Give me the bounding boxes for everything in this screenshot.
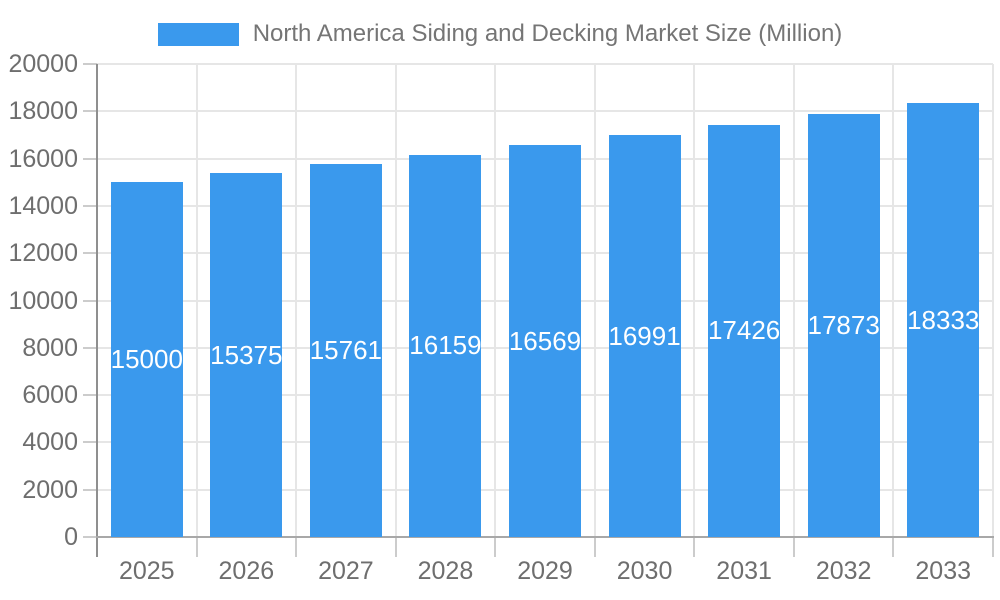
y-axis-tick — [83, 157, 97, 160]
bar-2028: 16159 — [409, 154, 482, 537]
bar-value-label: 18333 — [907, 304, 980, 335]
bar-2026: 15375 — [210, 173, 282, 537]
y-axis-tick — [83, 441, 97, 444]
x-axis-tick — [792, 537, 795, 557]
x-axis-tick — [892, 537, 895, 557]
bar-2029: 16569 — [509, 145, 581, 537]
x-axis-tick-label: 2031 — [716, 557, 772, 585]
gridline-vertical — [992, 64, 994, 537]
x-axis-tick-label: 2030 — [616, 557, 673, 585]
x-axis-tick-label: 2026 — [218, 557, 275, 585]
bar-value-label: 17426 — [707, 315, 781, 346]
gridline-vertical — [394, 64, 397, 537]
legend-item[interactable]: North America Siding and Decking Market … — [0, 20, 1000, 48]
y-axis-tick-label: 8000 — [22, 333, 78, 362]
x-axis-tick — [992, 537, 994, 557]
x-axis-tick-label: 2029 — [517, 557, 573, 585]
x-axis-tick — [394, 537, 397, 557]
y-axis-tick — [83, 536, 97, 538]
bar-2031: 17426 — [707, 124, 781, 537]
y-axis-tick-label: 20000 — [8, 50, 78, 78]
x-axis-tick — [195, 537, 198, 557]
legend-swatch — [157, 22, 239, 46]
y-axis-tick-label: 0 — [64, 523, 78, 551]
y-axis-tick-label: 6000 — [22, 381, 78, 410]
y-axis-tick — [83, 110, 97, 113]
y-axis-tick-label: 14000 — [8, 191, 78, 220]
x-axis-origin-tick — [96, 537, 98, 557]
y-axis-tick — [83, 204, 97, 207]
bar-value-label: 16159 — [409, 330, 482, 361]
y-axis-tick-label: 2000 — [22, 475, 78, 504]
y-axis-tick — [83, 346, 97, 349]
gridline-vertical — [494, 64, 497, 537]
bar-value-label: 17873 — [807, 310, 880, 341]
bar-2033: 18333 — [907, 103, 979, 537]
x-axis-tick-label: 2028 — [417, 557, 474, 585]
gridline-vertical — [693, 64, 696, 537]
x-axis-tick-label: 2032 — [815, 557, 872, 585]
y-axis-tick — [83, 299, 97, 302]
y-axis-tick-label: 18000 — [8, 97, 78, 126]
x-axis-tick-label: 2033 — [915, 557, 972, 585]
y-axis-tick — [83, 252, 97, 255]
legend-label: North America Siding and Decking Market … — [252, 20, 843, 47]
gridline-vertical — [195, 64, 198, 537]
x-axis-tick — [593, 537, 596, 557]
gridline-horizontal — [97, 110, 993, 113]
gridline-vertical — [792, 64, 795, 537]
bar-value-label: 15761 — [309, 335, 383, 366]
x-axis-tick — [494, 537, 497, 557]
y-axis-tick-label: 16000 — [8, 144, 78, 173]
bar-value-label: 16991 — [608, 320, 681, 351]
x-axis-tick — [295, 537, 298, 557]
bar-2032: 17873 — [808, 114, 880, 537]
x-axis-tick — [693, 537, 696, 557]
bar-2025: 15000 — [111, 182, 183, 537]
y-axis-tick-label: 10000 — [8, 286, 78, 315]
y-axis-line — [96, 64, 98, 537]
y-axis-tick — [83, 488, 97, 491]
bar-2030: 16991 — [608, 135, 681, 537]
y-axis-tick — [83, 394, 97, 397]
gridline-vertical — [892, 64, 895, 537]
bar-value-label: 15375 — [210, 339, 283, 370]
gridline-vertical — [593, 64, 596, 537]
x-axis-tick-label: 2027 — [318, 557, 374, 585]
x-axis-line — [96, 536, 994, 538]
y-axis-tick-label: 12000 — [8, 239, 78, 268]
bar-value-label: 15000 — [110, 344, 183, 375]
y-axis-tick — [83, 63, 97, 65]
bar-value-label: 16569 — [508, 325, 582, 356]
y-axis-tick-label: 4000 — [22, 428, 78, 457]
gridline-vertical — [295, 64, 298, 537]
gridline-horizontal — [97, 63, 993, 65]
bar-2027: 15761 — [310, 164, 382, 537]
x-axis-tick-label: 2025 — [118, 557, 175, 585]
